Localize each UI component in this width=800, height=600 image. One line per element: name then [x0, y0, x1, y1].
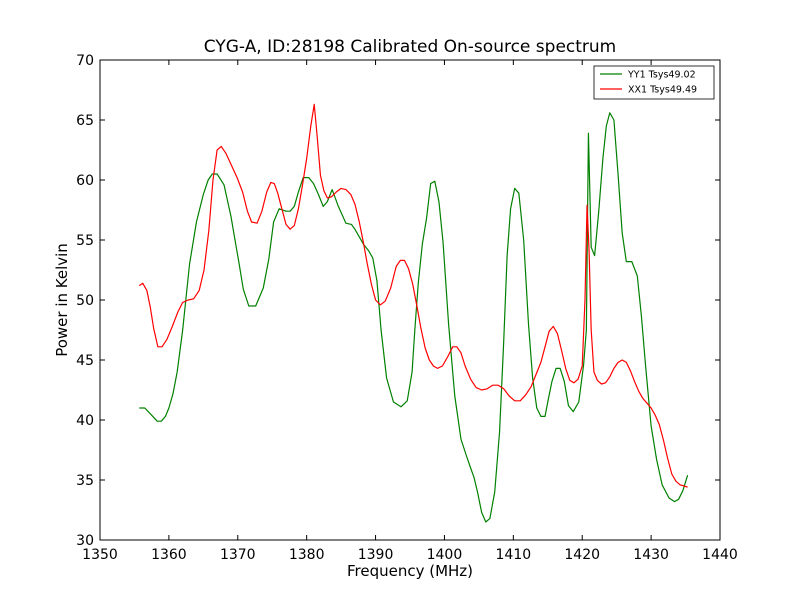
series-line-2	[138, 103, 688, 488]
x-tick-label: 1390	[358, 547, 394, 563]
x-tick-label: 1380	[289, 547, 325, 563]
x-tick-label: 1410	[496, 547, 532, 563]
legend: YY1 Tsys49.02 XX1 Tsys49.49	[593, 65, 715, 100]
y-tick-label: 65	[76, 113, 94, 129]
y-tick-label: 55	[76, 233, 94, 249]
legend-label-2: XX1 Tsys49.49	[628, 85, 697, 96]
y-tick-label: 35	[76, 473, 94, 489]
x-tick-label: 1440	[702, 547, 738, 563]
y-tick-label: 70	[76, 53, 94, 69]
y-tick-label: 40	[76, 413, 94, 429]
y-tick-label: 60	[76, 173, 94, 189]
legend-label-1: YY1 Tsys49.02	[627, 70, 696, 81]
x-tick-label: 1400	[427, 547, 463, 563]
x-tick-label: 1350	[82, 547, 118, 563]
x-tick-label: 1360	[151, 547, 187, 563]
x-tick-label: 1370	[220, 547, 256, 563]
y-tick-label: 30	[76, 533, 94, 549]
y-axis: 30 35 40 45 50 55 60 65 70	[76, 53, 720, 549]
x-tick-label: 1430	[633, 547, 669, 563]
y-tick-label: 50	[76, 293, 94, 309]
x-axis: 1350 1360 1370 1380 1390 1400 1410 1420 1430 1440	[82, 60, 738, 563]
x-tick-label: 1420	[564, 547, 600, 563]
y-tick-label: 45	[76, 353, 94, 369]
y-axis-label: Power in Kelvin	[53, 243, 71, 357]
chart-title: CYG-A, ID:28198 Calibrated On-source spe…	[204, 37, 616, 57]
legend-frame	[593, 65, 715, 100]
series-layer	[138, 103, 689, 523]
x-axis-label: Frequency (MHz)	[347, 562, 473, 580]
series-line-1	[139, 112, 689, 523]
